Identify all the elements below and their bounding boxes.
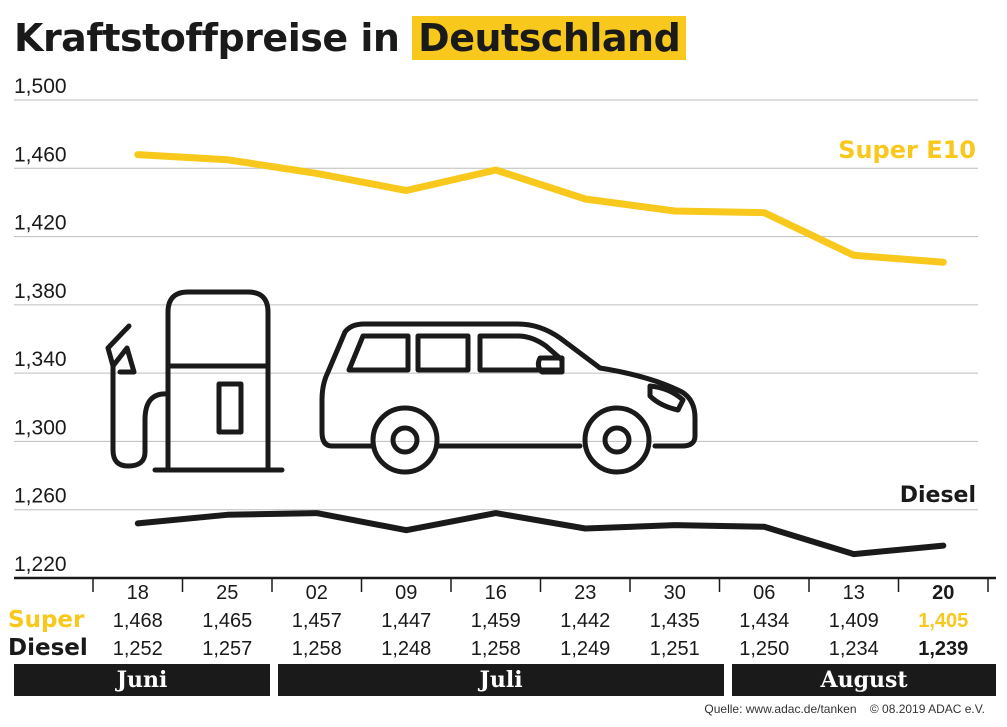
- month-bar: [14, 664, 270, 696]
- table-cell: 1,459: [471, 610, 521, 632]
- x-tick-label: 30: [664, 582, 686, 604]
- series-lines: [134, 151, 947, 558]
- table-row-label: Diesel: [8, 635, 88, 661]
- series-label-diesel: Diesel: [900, 483, 976, 508]
- table-cell: 1,248: [381, 638, 431, 660]
- table-cell: 1,234: [829, 638, 879, 660]
- y-tick-label: 1,500: [14, 75, 67, 98]
- y-tick-label: 1,460: [14, 143, 67, 166]
- car-icon: [319, 321, 698, 475]
- fuel-pump-icon: [105, 289, 285, 473]
- series-line-super-e10: [134, 151, 947, 266]
- y-tick-label: 1,380: [14, 280, 67, 303]
- y-tick-label: 1,220: [14, 553, 67, 576]
- y-tick-label: 1,260: [14, 485, 67, 508]
- month-label: Juni: [115, 667, 168, 693]
- x-tick-label: 25: [216, 582, 238, 604]
- y-tick-label: 1,300: [14, 416, 67, 439]
- x-tick-label: 16: [485, 582, 507, 604]
- x-tick-label: 20: [932, 582, 954, 604]
- source-note: Quelle: www.adac.de/tanken: [704, 702, 857, 716]
- copyright-note: © 08.2019 ADAC e.V.: [869, 702, 985, 716]
- table-cell: 1,442: [560, 610, 610, 632]
- table-cell: 1,250: [739, 638, 789, 660]
- x-tick-label: 09: [395, 582, 417, 604]
- table-cell: 1,405: [918, 610, 968, 632]
- title-highlight: Deutschland: [412, 16, 687, 60]
- x-axis: 18 25 02 09 16 23 30 06 13 20: [14, 576, 996, 604]
- footer: Quelle: www.adac.de/tanken © 08.2019 ADA…: [704, 702, 985, 716]
- month-label: August: [820, 667, 909, 693]
- x-tick-label: 23: [574, 582, 596, 604]
- table-cell: 1,239: [918, 638, 968, 660]
- table-cell: 1,468: [113, 610, 163, 632]
- y-tick-label: 1,340: [14, 348, 67, 371]
- table-cell: 1,465: [202, 610, 252, 632]
- value-table: Super 1,468 1,465 1,457 1,447 1,459 1,442 1,435…: [8, 607, 968, 661]
- table-cell: 1,434: [739, 610, 789, 632]
- table-cell: 1,447: [381, 610, 431, 632]
- series-labels: Super E10 Diesel: [838, 136, 976, 508]
- chart-title: Kraftstoffpreise in Deutschland: [14, 8, 687, 68]
- table-cell: 1,435: [650, 610, 700, 632]
- table-cell: 1,257: [202, 638, 252, 660]
- series-line-diesel: [134, 510, 947, 558]
- table-cell: 1,252: [113, 638, 163, 660]
- table-cell: 1,409: [829, 610, 879, 632]
- grid: [14, 99, 978, 511]
- table-cell: 1,251: [650, 638, 700, 660]
- table-row-label: Super: [8, 607, 85, 633]
- x-tick-label: 13: [843, 582, 865, 604]
- table-cell: 1,258: [292, 638, 342, 660]
- y-tick-label: 1,420: [14, 212, 67, 235]
- x-tick-label: 06: [753, 582, 775, 604]
- y-axis: 1,500 1,460 1,420 1,380 1,340 1,300 1,260 1,220: [14, 75, 67, 576]
- month-bar: [732, 664, 996, 696]
- title-plain: Kraftstoffpreise in: [14, 16, 400, 60]
- month-bars: Juni Juli August: [14, 664, 996, 696]
- series-label-super-e10: Super E10: [838, 136, 976, 164]
- month-label: Juli: [477, 667, 522, 693]
- table-cell: 1,249: [560, 638, 610, 660]
- x-tick-label: 02: [306, 582, 328, 604]
- month-bar: [278, 664, 724, 696]
- table-cell: 1,457: [292, 610, 342, 632]
- table-cell: 1,258: [471, 638, 521, 660]
- x-tick-label: 18: [127, 582, 149, 604]
